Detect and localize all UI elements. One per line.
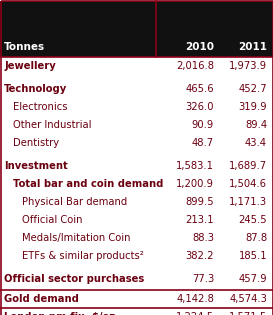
Text: Medals/Imitation Coin: Medals/Imitation Coin [22,233,130,243]
Text: 48.7: 48.7 [192,138,214,148]
Text: 2010: 2010 [185,43,214,53]
Text: Gold demand: Gold demand [4,294,79,304]
Text: 465.6: 465.6 [185,84,214,94]
Text: 88.3: 88.3 [192,233,214,243]
Text: 1,224.5: 1,224.5 [176,312,214,315]
Text: 899.5: 899.5 [185,197,214,207]
Text: 452.7: 452.7 [238,84,267,94]
Bar [0,57,273,315]
Text: 1,504.6: 1,504.6 [229,179,267,189]
Text: Physical Bar demand: Physical Bar demand [22,197,127,207]
Text: Jewellery: Jewellery [4,61,56,71]
Text: Technology: Technology [4,84,67,94]
Text: Total bar and coin demand: Total bar and coin demand [13,179,163,189]
Text: Electronics: Electronics [13,102,67,112]
Text: 382.2: 382.2 [185,251,214,261]
Text: 90.9: 90.9 [192,120,214,130]
Text: 1,689.7: 1,689.7 [229,161,267,171]
Text: 89.4: 89.4 [245,120,267,130]
Text: 2011: 2011 [238,43,267,53]
Text: Other Industrial: Other Industrial [13,120,91,130]
Bar [0,1,273,57]
Text: 1,973.9: 1,973.9 [229,61,267,71]
Text: 326.0: 326.0 [185,102,214,112]
Text: 185.1: 185.1 [238,251,267,261]
Text: Investment: Investment [4,161,68,171]
Text: Tonnes: Tonnes [4,43,45,53]
Text: Dentistry: Dentistry [13,138,59,148]
Text: 245.5: 245.5 [238,215,267,225]
Text: Official Coin: Official Coin [22,215,82,225]
Text: London pm fix, $/oz: London pm fix, $/oz [4,312,115,315]
Text: 43.4: 43.4 [245,138,267,148]
Text: 87.8: 87.8 [245,233,267,243]
Text: 1,571.5: 1,571.5 [229,312,267,315]
Text: 2,016.8: 2,016.8 [176,61,214,71]
Text: 457.9: 457.9 [238,274,267,284]
Text: 1,583.1: 1,583.1 [176,161,214,171]
Text: ETFs & similar products²: ETFs & similar products² [22,251,144,261]
Text: Official sector purchases: Official sector purchases [4,274,144,284]
Text: 1,171.3: 1,171.3 [229,197,267,207]
Text: 77.3: 77.3 [192,274,214,284]
Text: 4,574.3: 4,574.3 [229,294,267,304]
Text: 4,142.8: 4,142.8 [176,294,214,304]
Text: 213.1: 213.1 [185,215,214,225]
Text: 319.9: 319.9 [238,102,267,112]
Text: 1,200.9: 1,200.9 [176,179,214,189]
